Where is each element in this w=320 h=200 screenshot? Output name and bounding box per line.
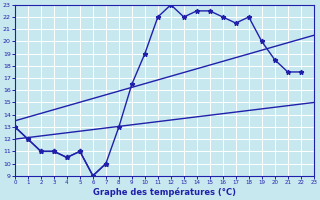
X-axis label: Graphe des températures (°C): Graphe des températures (°C) xyxy=(93,188,236,197)
